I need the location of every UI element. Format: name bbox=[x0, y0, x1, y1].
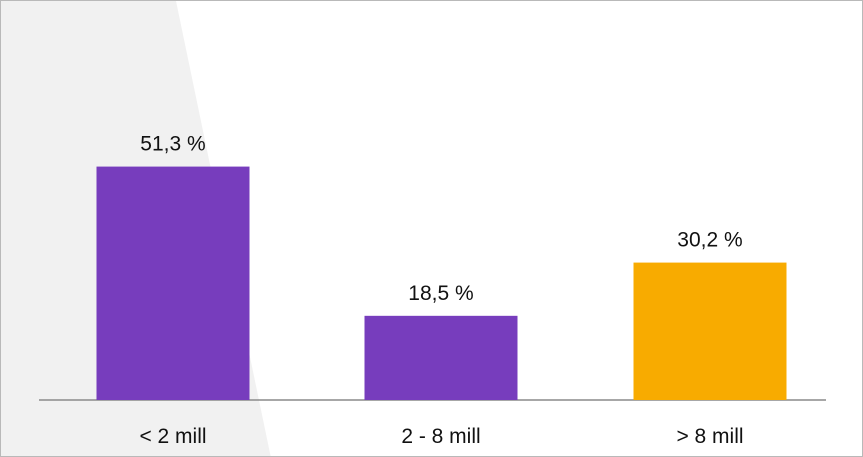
x-tick-label-1: < 2 mill bbox=[139, 425, 206, 448]
bar-3 bbox=[633, 262, 787, 400]
bar-1 bbox=[96, 166, 250, 400]
value-label-3: 30,2 % bbox=[677, 229, 742, 252]
bar-2 bbox=[364, 315, 518, 400]
x-tick-label-3: > 8 mill bbox=[676, 425, 743, 448]
value-labels-group: 51,3 % 18,5 % 30,2 % bbox=[140, 133, 742, 305]
x-tick-label-2: 2 - 8 mill bbox=[401, 425, 480, 448]
x-tick-labels-group: < 2 mill 2 - 8 mill > 8 mill bbox=[139, 425, 743, 448]
value-label-1: 51,3 % bbox=[140, 133, 205, 156]
bars-group bbox=[96, 166, 787, 400]
value-label-2: 18,5 % bbox=[408, 282, 473, 305]
